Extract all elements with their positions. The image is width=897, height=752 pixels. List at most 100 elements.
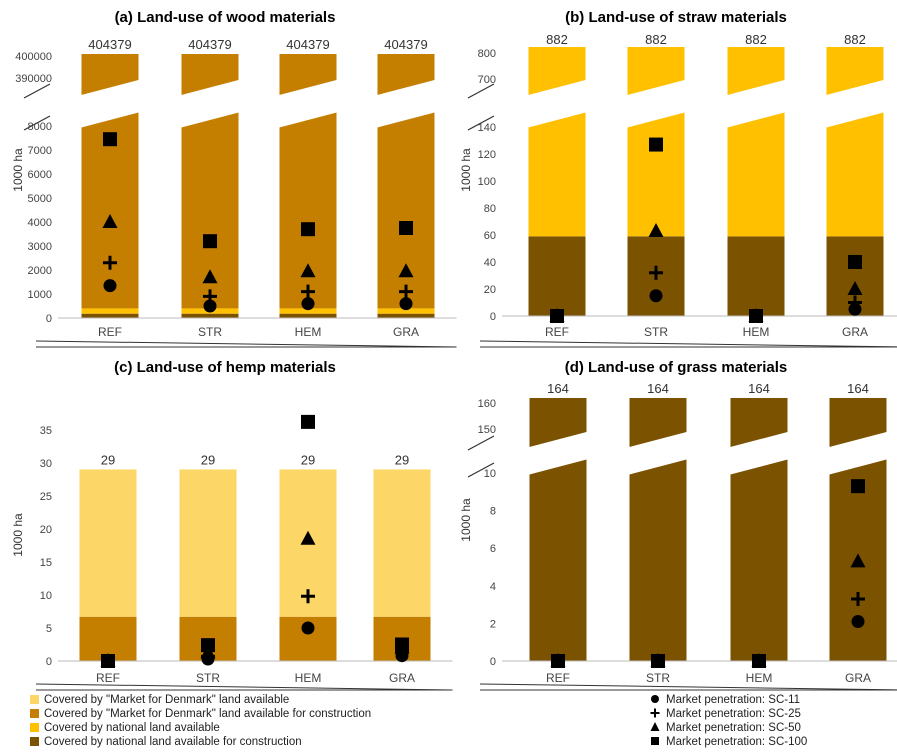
bar-total-label: 164 (847, 381, 869, 396)
marker-circle (301, 621, 315, 635)
y-tick-label: 80 (484, 203, 496, 215)
y-tick-label: 0 (490, 311, 496, 323)
bar-segment-national-construction (279, 313, 337, 318)
legend-label: Covered by national land available for c… (44, 736, 302, 748)
y-tick-label: 5 (46, 623, 52, 635)
y-tick-label: 4 (490, 581, 496, 593)
marker-square (848, 255, 862, 269)
legend-swatch (30, 737, 39, 746)
axis-break-edge (179, 79, 241, 97)
legend-markers: Market penetration: SC-11 Market penetrat… (650, 694, 807, 748)
bar-segment-national-available (377, 308, 435, 314)
axis-break-edge (527, 431, 589, 449)
panel-title: (a) Land-use of wood materials (115, 9, 336, 26)
axis-break-mark (467, 83, 495, 99)
axis-break-edge (725, 79, 787, 97)
marker-square (395, 637, 409, 652)
y-tick-label: 700 (478, 74, 496, 86)
marker-triangle (398, 263, 414, 278)
marker-circle (399, 297, 413, 311)
category-label: STR (198, 325, 222, 339)
marker-square (752, 654, 766, 668)
y-axis-label: 1000 ha (459, 148, 473, 192)
marker-circle (203, 299, 217, 313)
bar-total-label: 404379 (188, 37, 231, 52)
axis-break-edge (526, 79, 588, 97)
axis-break-edge (625, 79, 687, 97)
panel-bottom-rule-slant (35, 340, 457, 348)
marker-circle (649, 289, 663, 303)
y-tick-label: 25 (40, 491, 52, 503)
y-tick-label: 4000 (28, 217, 52, 229)
bar-segment-national-available (279, 308, 337, 314)
legend-label: Covered by "Market for Denmark" land ava… (44, 694, 289, 706)
marker-triangle (850, 553, 866, 568)
legend-marker-square (651, 737, 659, 745)
legend-label: Market penetration: SC-11 (666, 694, 800, 706)
bar-segment-market-available (79, 469, 137, 617)
axis-break-edge (728, 431, 790, 449)
axis-break-mark (467, 435, 495, 451)
panel-1: (b) Land-use of straw materials 1000 ha 88… (459, 9, 897, 348)
category-label: REF (545, 325, 569, 339)
y-tick-label: 2 (490, 618, 496, 630)
bar-segment-national-available (528, 47, 586, 237)
axis-break-gap (527, 432, 589, 475)
marker-square (101, 654, 115, 668)
y-tick-label: 3000 (28, 241, 52, 253)
y-tick-label: 0 (46, 656, 52, 668)
panel-2: (c) Land-use of hemp materials 1000 ha 29 R… (11, 359, 453, 691)
marker-square (301, 414, 315, 429)
marker-triangle (102, 214, 118, 228)
axis-break-edge (824, 79, 886, 97)
marker-square (301, 222, 315, 237)
y-tick-label: 120 (478, 149, 496, 161)
marker-square (399, 221, 413, 235)
panel-bottom-rule-slant (35, 683, 453, 691)
bar-total-label: 882 (546, 32, 568, 47)
bar-total-label: 29 (101, 452, 115, 467)
marker-square (201, 638, 215, 653)
axis-break-mark (467, 115, 495, 131)
axis-break-mark (23, 83, 51, 99)
y-tick-label: 160 (478, 398, 496, 410)
marker-square (749, 309, 763, 323)
y-tick-label: 8000 (28, 121, 52, 133)
category-label: REF (546, 671, 570, 685)
bar-total-label: 29 (301, 452, 315, 467)
y-tick-label: 10 (484, 468, 496, 480)
marker-square (551, 654, 565, 668)
marker-square (103, 132, 117, 147)
marker-plus (848, 295, 862, 310)
marker-triangle (648, 222, 664, 237)
category-label: GRA (389, 671, 415, 685)
y-tick-label: 0 (46, 313, 52, 325)
legend-label: Covered by "Market for Denmark" land ava… (44, 708, 371, 720)
marker-square (651, 654, 665, 668)
y-tick-label: 8 (490, 506, 496, 518)
marker-square (550, 309, 564, 323)
marker-plus (649, 265, 663, 280)
marker-square (649, 137, 663, 152)
y-tick-label: 100 (478, 176, 496, 188)
axis-break-edge (375, 79, 437, 97)
bar-total-label: 164 (647, 381, 669, 396)
legend-label: Market penetration: SC-100 (666, 736, 807, 748)
bar-total-label: 164 (547, 381, 569, 396)
axis-break-mark (467, 462, 495, 478)
bar-segment-national-construction (727, 236, 785, 316)
legend-marker-plus (650, 708, 660, 718)
y-tick-label: 35 (40, 425, 52, 437)
axis-break-gap (627, 432, 689, 475)
category-label: GRA (842, 325, 868, 339)
bar-total-label: 882 (645, 32, 667, 47)
legend-marker-circle (651, 695, 659, 703)
panel-bottom-rule-slant (479, 340, 897, 348)
panel-title: (c) Land-use of hemp materials (114, 359, 336, 376)
bar-total-label: 404379 (286, 37, 329, 52)
bar-total-label: 404379 (384, 37, 427, 52)
bar-total-label: 882 (745, 32, 767, 47)
y-axis-label: 1000 ha (11, 148, 25, 192)
bar-segment-national-available (727, 47, 785, 237)
y-tick-label: 150 (478, 424, 496, 436)
